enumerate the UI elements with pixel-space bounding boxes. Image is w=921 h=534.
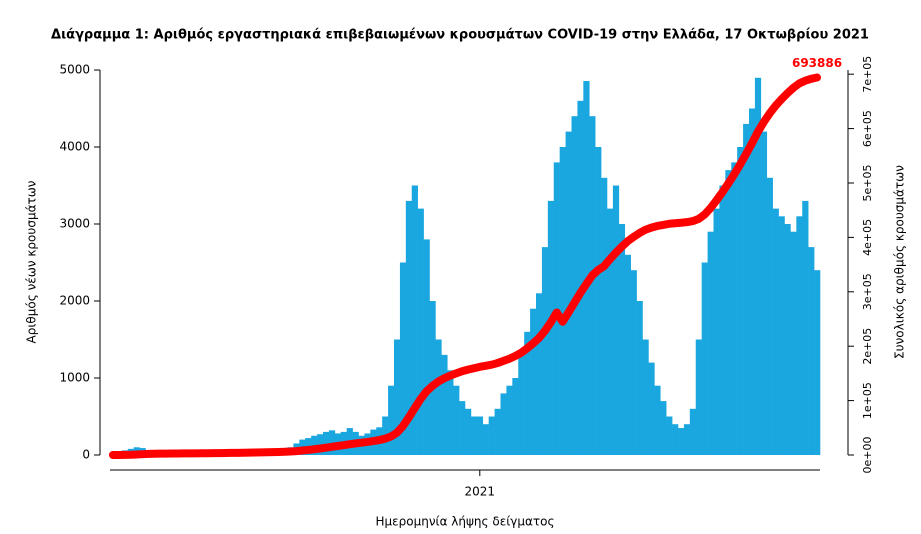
bar: [784, 224, 791, 455]
bar: [719, 185, 726, 455]
bar: [654, 385, 661, 455]
bar: [470, 416, 478, 455]
bar: [536, 293, 543, 455]
bar: [530, 308, 537, 455]
bar: [648, 362, 655, 455]
y2-tick-label: 6e+05: [861, 110, 874, 147]
bar: [518, 354, 525, 455]
bar: [701, 262, 708, 455]
bar: [672, 424, 679, 455]
y-tick-label: 0: [82, 448, 90, 462]
bar: [612, 185, 620, 455]
bar: [399, 262, 407, 455]
data-label: 693886: [792, 56, 842, 70]
bar: [500, 393, 507, 455]
y-tick-label: 5000: [59, 63, 90, 77]
bar: [743, 123, 750, 456]
x-axis-label: Ημερομηνία λήψης δείγματος: [375, 515, 554, 529]
bar: [453, 385, 460, 455]
bar: [423, 239, 430, 455]
y2-tick-label: 4e+05: [861, 219, 874, 256]
y2-tick-label: 1e+05: [861, 382, 874, 419]
bar: [494, 408, 501, 455]
bar: [802, 200, 809, 455]
bar: [417, 208, 424, 455]
bar: [577, 100, 584, 456]
bar: [565, 131, 572, 455]
bar: [465, 408, 472, 455]
y2-tick-label: 3e+05: [861, 273, 874, 310]
bar: [754, 77, 762, 455]
bar: [624, 254, 631, 455]
bar: [707, 231, 714, 455]
bar: [506, 385, 513, 455]
y2-axis-label: Συνολικός αριθμός κρουσμάτων: [893, 165, 907, 359]
bar: [405, 200, 413, 455]
bar: [778, 216, 785, 455]
y2-tick-label: 0e+00: [861, 437, 874, 474]
y2-tick-label: 2e+05: [861, 328, 874, 365]
bar: [488, 416, 495, 455]
bar: [630, 270, 637, 455]
bar: [328, 430, 336, 455]
x-tick-label: 2021: [465, 485, 496, 499]
bar: [607, 208, 614, 455]
bar: [760, 131, 768, 455]
bar: [678, 428, 685, 455]
bar: [790, 231, 797, 455]
bar: [689, 408, 697, 455]
bar: [411, 185, 418, 455]
y-tick-label: 4000: [59, 140, 90, 154]
bar: [601, 177, 608, 456]
bar: [636, 301, 643, 455]
bar: [808, 247, 815, 455]
bar: [796, 216, 803, 455]
bar: [749, 108, 756, 455]
bar: [618, 224, 626, 455]
bar: [772, 208, 779, 455]
line: [108, 73, 822, 459]
y2-tick-label: 7e+05: [861, 56, 874, 93]
bar: [660, 401, 667, 455]
bar: [476, 416, 484, 455]
bar: [429, 301, 436, 455]
bar: [814, 270, 821, 455]
bar: [766, 177, 773, 456]
bar: [447, 370, 454, 455]
bar: [441, 354, 448, 455]
y-tick-label: 2000: [59, 294, 90, 308]
y2-tick-label: 5e+05: [861, 164, 874, 201]
bar: [541, 247, 549, 455]
bar: [737, 147, 744, 455]
bar: [683, 424, 691, 455]
bar: [388, 385, 395, 455]
bar: [583, 81, 590, 456]
bar: [394, 339, 401, 455]
bar: [571, 116, 578, 455]
bar: [559, 147, 566, 455]
bar: [524, 331, 531, 455]
bar: [589, 116, 596, 455]
bar: [713, 208, 720, 455]
bar: [482, 424, 489, 455]
y-tick-label: 1000: [59, 371, 90, 385]
bar: [323, 431, 330, 455]
bar: [435, 339, 442, 455]
bar: [731, 162, 738, 455]
bar: [725, 170, 732, 455]
bar: [695, 339, 702, 455]
y-tick-label: 3000: [59, 217, 90, 231]
bar: [595, 147, 602, 455]
bar: [666, 416, 673, 455]
bar: [642, 339, 649, 455]
chart-title: Διάγραμμα 1: Αριθμός εργαστηριακά επιβεβ…: [51, 28, 869, 43]
bar: [512, 378, 519, 455]
bar: [459, 401, 466, 455]
y-axis-label: Αριθμός νέων κρουσμάτων: [25, 180, 39, 343]
